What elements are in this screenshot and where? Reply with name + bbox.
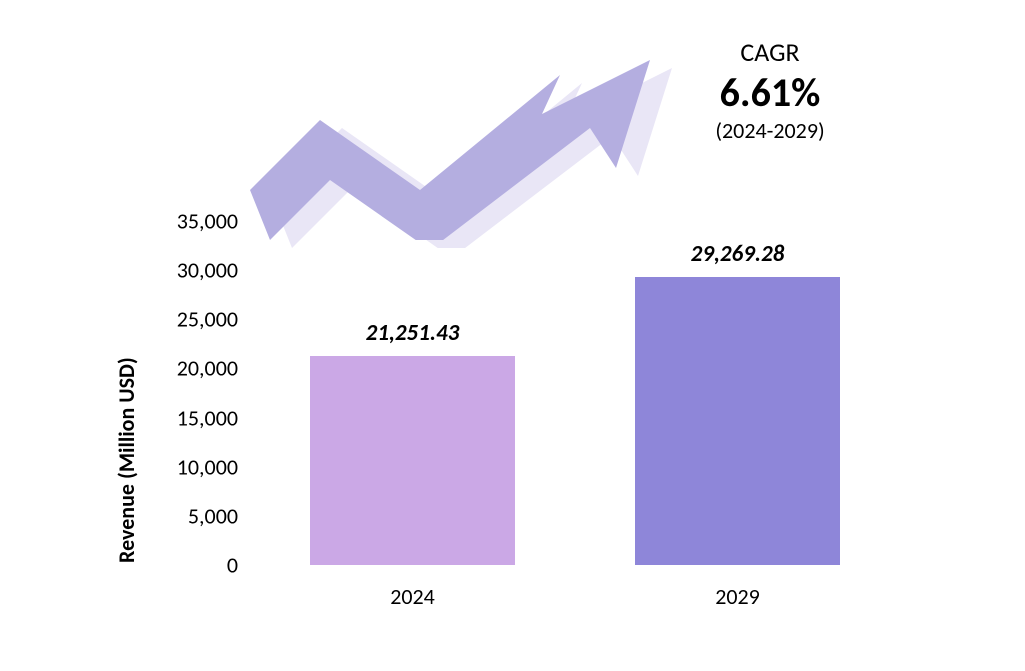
- plot-inner: 05,00010,00015,00020,00025,00030,00035,0…: [250, 221, 900, 565]
- y-tick-label: 35,000: [177, 208, 250, 235]
- bar-2024: 21,251.43: [310, 356, 515, 565]
- y-tick-label: 30,000: [177, 257, 250, 284]
- y-tick-label: 15,000: [177, 404, 250, 431]
- plot-area: 05,00010,00015,00020,00025,00030,00035,0…: [250, 221, 900, 565]
- y-axis-label: Revenue (Million USD): [113, 357, 140, 563]
- x-tick-label: 2029: [635, 565, 840, 610]
- y-tick-label: 10,000: [177, 453, 250, 480]
- cagr-block: CAGR 6.61% (2024-2029): [640, 36, 900, 144]
- revenue-chart: CAGR 6.61% (2024-2029) Revenue (Million …: [0, 0, 1025, 671]
- bar-value-label: 21,251.43: [311, 319, 514, 347]
- bar-value-label: 29,269.28: [636, 240, 839, 268]
- y-tick-label: 25,000: [177, 306, 250, 333]
- bar-2029: 29,269.28: [635, 277, 840, 565]
- y-tick-label: 5,000: [188, 502, 250, 529]
- growth-arrow-icon: [250, 60, 650, 240]
- y-tick-label: 0: [227, 552, 250, 579]
- y-tick-label: 20,000: [177, 355, 250, 382]
- cagr-label: CAGR: [640, 36, 900, 68]
- cagr-range: (2024-2029): [640, 117, 900, 144]
- x-tick-label: 2024: [310, 565, 515, 610]
- cagr-value: 6.61%: [640, 68, 900, 117]
